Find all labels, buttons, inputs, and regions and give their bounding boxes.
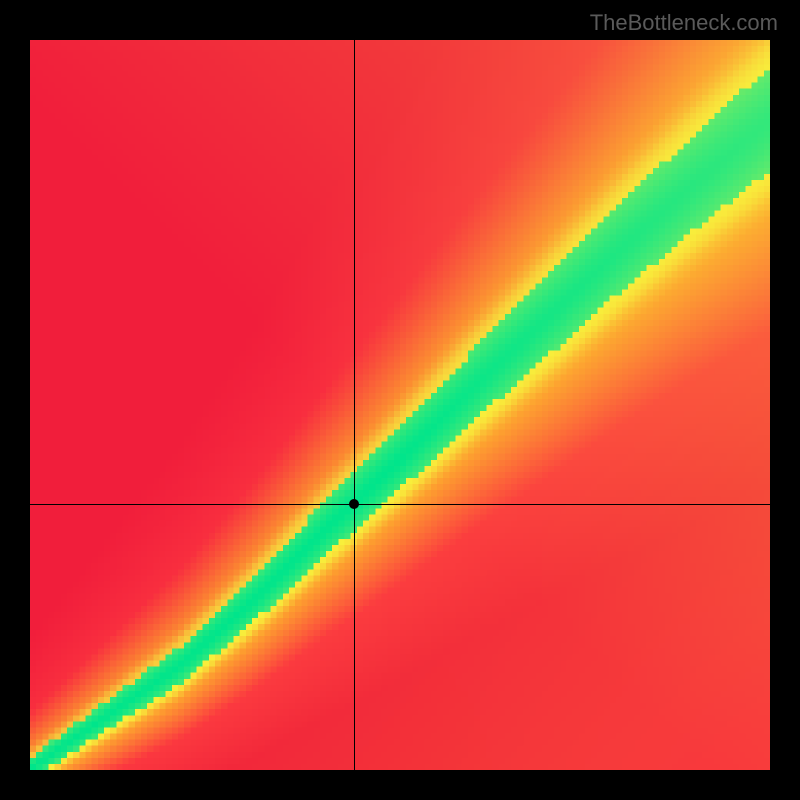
crosshair-marker-dot [349, 499, 359, 509]
watermark-text: TheBottleneck.com [590, 10, 778, 36]
heatmap-canvas [30, 40, 770, 770]
crosshair-horizontal [30, 504, 770, 505]
heatmap-plot [30, 40, 770, 770]
crosshair-vertical [354, 40, 355, 770]
